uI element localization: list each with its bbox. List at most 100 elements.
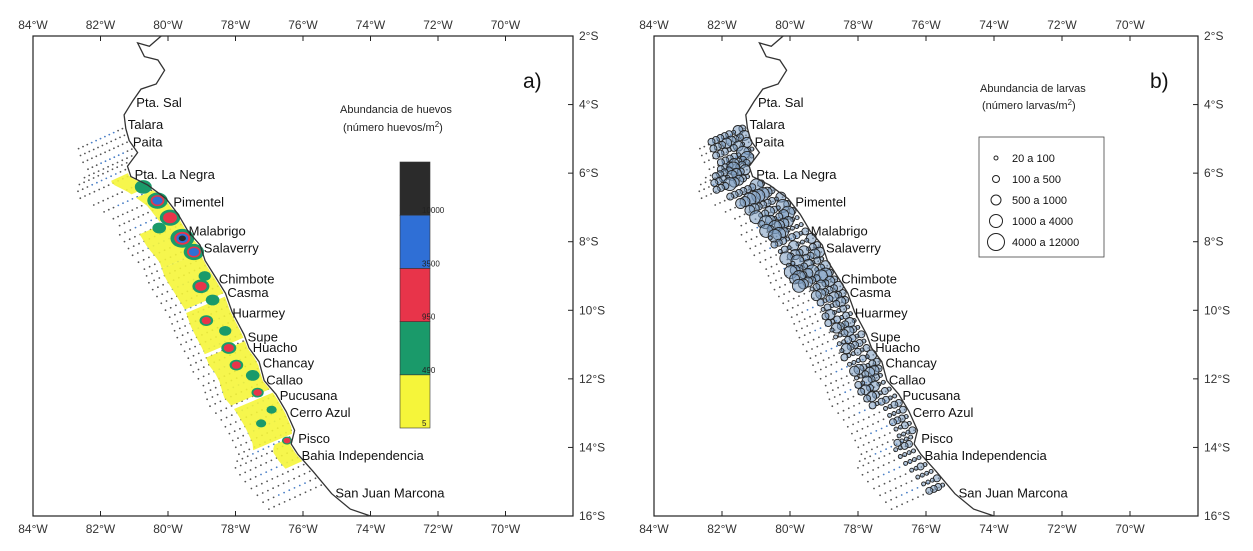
station-dot	[309, 479, 312, 482]
station-dot	[129, 229, 132, 231]
station-dot	[83, 181, 85, 184]
station-dot	[178, 327, 181, 330]
station-dot	[315, 486, 317, 489]
station-dot	[901, 503, 903, 506]
larvae-circle	[810, 290, 822, 302]
station-dot	[797, 304, 799, 307]
station-dot	[209, 389, 212, 391]
station-dot	[809, 331, 811, 334]
station-dot	[700, 197, 703, 200]
station-dot	[197, 352, 200, 355]
station-dot	[833, 396, 836, 398]
station-dot	[86, 186, 89, 188]
port-label: Paita	[133, 134, 163, 149]
station-dot	[134, 226, 137, 229]
station-dot	[266, 452, 268, 455]
larvae-circle	[913, 465, 919, 471]
port-label: Huacho	[253, 340, 298, 355]
station-dot	[846, 365, 848, 368]
lat-tick-label: 2°S	[1204, 29, 1223, 43]
egg-contour-vhigh	[152, 196, 163, 205]
panel-b-port-labels: Pta. Sal Talara Paita Pta. La Negra Pimentel…	[750, 95, 1069, 501]
station-dot	[84, 152, 86, 155]
larvae-circle	[909, 467, 915, 473]
station-dot	[265, 471, 268, 473]
station-dot	[820, 352, 822, 355]
egg-contour-vhigh	[188, 248, 199, 256]
panel-a-egg-abundance-map: 84°W 82°W 80°W 78°W 76°W 74°W 72°W 70°W 84°W 82°…	[18, 18, 605, 536]
panel-a-legend: Abundancia de huevos (número huevos/m2) …	[340, 104, 452, 429]
station-dot	[877, 475, 880, 478]
station-dot	[215, 412, 217, 414]
station-dot	[798, 336, 801, 339]
station-dot	[917, 496, 919, 498]
station-dot	[281, 473, 284, 475]
station-dot	[95, 155, 98, 158]
station-dot	[255, 457, 258, 460]
station-dot	[775, 254, 777, 256]
station-dot	[814, 371, 817, 373]
larvae-circle	[880, 379, 886, 385]
station-dot	[898, 466, 901, 469]
station-dot	[245, 462, 247, 464]
larvae-circle	[709, 144, 718, 153]
station-dot	[207, 382, 210, 385]
station-dot	[187, 357, 190, 360]
station-dot	[825, 375, 827, 378]
station-dot	[740, 224, 743, 227]
station-dot	[104, 151, 106, 154]
egg-contour-low	[186, 296, 244, 355]
colorbar-label: 950	[422, 313, 436, 322]
station-dot	[775, 279, 777, 282]
station-dot	[209, 405, 211, 408]
station-dot	[729, 208, 732, 211]
station-dot	[866, 425, 869, 428]
larvae-circle	[908, 434, 914, 440]
station-dot	[173, 329, 176, 332]
station-dot	[812, 364, 814, 366]
station-dot	[236, 460, 239, 462]
panel-b-right-ticks: 2°S 4°S 6°S 8°S 10°S 12°S 14°S 16°S	[1193, 29, 1230, 523]
station-dot	[835, 345, 838, 348]
station-dot	[271, 478, 274, 480]
station-dot	[119, 171, 122, 173]
larvae-circle	[902, 452, 908, 458]
legend-class-label: 100 a 500	[1012, 174, 1061, 186]
station-dot	[175, 304, 177, 307]
egg-contour-high	[201, 316, 211, 325]
station-dot	[892, 439, 894, 441]
station-dot	[153, 279, 156, 282]
station-dot	[160, 302, 163, 305]
station-dot	[872, 423, 874, 425]
station-dot	[151, 288, 154, 291]
station-dot	[197, 368, 200, 371]
station-dot	[121, 213, 124, 216]
station-dot	[719, 202, 721, 204]
larvae-circle	[919, 472, 925, 478]
station-dot	[181, 318, 184, 320]
station-dot	[700, 154, 703, 157]
port-label: Bahia Independencia	[302, 448, 425, 463]
station-dot	[844, 391, 847, 394]
larvae-circle	[916, 455, 922, 461]
station-dot	[831, 405, 834, 408]
station-dot	[102, 199, 105, 202]
station-dot	[202, 384, 205, 387]
station-dot	[812, 338, 815, 341]
station-dot	[862, 464, 865, 467]
panel-a-top-ticks: 84°W 82°W 80°W 78°W 76°W 74°W 72°W 70°W	[18, 18, 521, 41]
larvae-circle	[893, 426, 899, 432]
station-dot	[260, 473, 262, 476]
station-dot	[853, 379, 855, 382]
larvae-circle	[798, 222, 804, 228]
station-dot	[852, 423, 854, 426]
station-dot	[825, 350, 828, 352]
station-dot	[270, 459, 273, 462]
lon-tick-label-bottom: 72°W	[1047, 522, 1077, 536]
station-dot	[246, 455, 249, 458]
larvae-circle	[901, 431, 907, 437]
station-dot	[265, 461, 268, 464]
station-dot	[153, 263, 156, 266]
larvae-circle	[841, 339, 847, 345]
station-dot	[214, 402, 217, 405]
